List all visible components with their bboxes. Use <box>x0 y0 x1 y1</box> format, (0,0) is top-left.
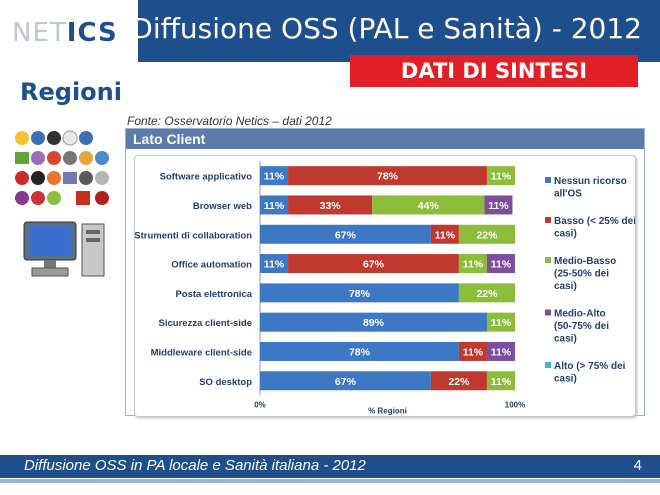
bar-sicurezza-client-side-series-2 <box>486 312 515 332</box>
legend-label-4: Alto (> 75% dei casi) <box>554 361 626 385</box>
title-bar: Diffusione OSS (PAL e Sanità) - 2012 <box>131 0 660 62</box>
data-label-strumenti-di-collaboration-series-0: 67% <box>335 229 357 241</box>
data-label-browser-web-series-3: 11% <box>488 200 509 212</box>
data-label-sicurezza-client-side-series-0: 89% <box>363 317 385 329</box>
legend-swatch-1 <box>545 217 551 223</box>
data-label-office-automation-series-0: 11% <box>264 259 285 271</box>
bar-strumenti-di-collaboration-series-0 <box>260 224 431 244</box>
footer: Diffusione OSS in PA locale e Sanità ita… <box>0 455 660 478</box>
data-label-software-applicativo-series-2: 11% <box>491 171 512 183</box>
category-label-sicurezza-client-side: Sicurezza client-side <box>159 318 252 329</box>
data-label-browser-web-series-2: 44% <box>418 200 440 212</box>
x-tick-label-0: 0% <box>254 400 266 409</box>
bar-strumenti-di-collaboration-series-1 <box>430 224 459 244</box>
category-label-so-desktop: SO desktop <box>199 377 252 388</box>
bar-office-automation-series-0 <box>260 254 289 274</box>
data-label-office-automation-series-1: 67% <box>363 259 385 271</box>
legend-swatch-4 <box>545 362 551 368</box>
data-label-browser-web-series-0: 11% <box>264 200 285 212</box>
legend-label-0: Nessun ricorso all'OS <box>554 176 627 200</box>
x-axis-label: % Regioni <box>368 406 407 415</box>
data-label-strumenti-di-collaboration-series-2: 22% <box>476 229 498 241</box>
logo-light-text: NET <box>12 18 67 48</box>
data-label-browser-web-series-1: 33% <box>320 200 342 212</box>
client-side-panel: Lato Client Software applicativo 11% 78% 11… <box>125 128 645 417</box>
source-note: Fonte: Osservatorio Netics – dati 2012 <box>127 114 332 128</box>
section-title: Regioni <box>20 78 122 106</box>
data-label-office-automation-series-3: 11% <box>491 259 512 271</box>
footer-divider <box>0 479 660 483</box>
data-label-software-applicativo-series-1: 78% <box>377 171 399 183</box>
legend-swatch-3 <box>545 309 551 316</box>
bar-office-automation-series-1 <box>288 254 459 274</box>
category-label-posta-elettronica: Posta elettronica <box>175 289 252 300</box>
legend-label-2: Medio-Basso (25-50% dei casi) <box>554 256 616 292</box>
category-label-middleware-client-side: Middleware client-side <box>151 347 252 358</box>
data-label-posta-elettronica-series-2: 22% <box>476 288 498 300</box>
summary-badge: DATI DI SINTESI <box>350 55 638 87</box>
category-label-browser-web: Browser web <box>193 201 252 212</box>
x-tick-label-1: 100% <box>505 400 525 409</box>
stacked-bar-chart: Software applicativo 11% 78% 11% Browser web… <box>134 161 636 415</box>
data-label-sicurezza-client-side-series-2: 11% <box>491 317 512 329</box>
chart-container: Software applicativo 11% 78% 11% Browser web… <box>134 155 636 417</box>
data-label-middleware-client-side-series-1: 11% <box>463 346 484 358</box>
bar-middleware-client-side-series-1 <box>458 341 487 361</box>
netics-logo: NETICS <box>12 18 118 48</box>
bar-sicurezza-client-side-series-0 <box>260 312 487 332</box>
bar-office-automation-series-2 <box>458 254 487 274</box>
computer-icon <box>23 221 105 277</box>
data-label-posta-elettronica-series-0: 78% <box>349 288 371 300</box>
bar-browser-web-series-3 <box>484 195 513 215</box>
bar-so-desktop-series-0 <box>260 371 431 391</box>
page-number: 4 <box>633 457 642 474</box>
footer-text: Diffusione OSS in PA locale e Sanità ita… <box>24 457 366 474</box>
bar-posta-elettronica-series-0 <box>260 283 459 303</box>
bar-posta-elettronica-series-2 <box>458 283 515 303</box>
oss-logos-icon <box>15 130 109 205</box>
data-label-so-desktop-series-1: 22% <box>448 376 470 388</box>
legend-label-1: Basso (< 25% dei casi) <box>554 216 635 240</box>
data-label-middleware-client-side-series-3: 11% <box>491 346 512 358</box>
legend-label-3: Medio-Alto (50-75% dei casi) <box>554 309 609 345</box>
bar-browser-web-series-2 <box>372 195 485 215</box>
bar-browser-web-series-1 <box>288 195 373 215</box>
category-label-strumenti-di-collaboration: Strumenti di collaboration <box>135 230 252 241</box>
data-label-so-desktop-series-2: 11% <box>491 376 512 388</box>
panel-title: Lato Client <box>126 129 644 149</box>
category-label-office-automation: Office automation <box>171 260 252 271</box>
legend-swatch-2 <box>545 257 551 263</box>
bar-software-applicativo-series-0 <box>260 166 289 186</box>
page-title: Diffusione OSS (PAL e Sanità) - 2012 <box>131 12 642 45</box>
bar-office-automation-series-3 <box>486 254 515 274</box>
bar-so-desktop-series-1 <box>430 371 487 391</box>
data-label-software-applicativo-series-0: 11% <box>264 171 285 183</box>
bar-browser-web-series-0 <box>260 195 289 215</box>
legend-swatch-0 <box>545 177 551 183</box>
bar-strumenti-di-collaboration-series-2 <box>458 224 515 244</box>
data-label-office-automation-series-2: 11% <box>463 259 484 271</box>
data-label-strumenti-di-collaboration-series-1: 11% <box>435 229 456 241</box>
bar-middleware-client-side-series-3 <box>486 341 515 361</box>
bar-software-applicativo-series-2 <box>486 166 515 186</box>
category-label-software-applicativo: Software applicativo <box>160 172 253 183</box>
bar-so-desktop-series-2 <box>486 371 515 391</box>
data-label-middleware-client-side-series-0: 78% <box>349 346 371 358</box>
bar-software-applicativo-series-1 <box>288 166 487 186</box>
bar-middleware-client-side-series-0 <box>260 341 459 361</box>
logo-bold-text: ICS <box>66 18 118 48</box>
data-label-so-desktop-series-0: 67% <box>335 376 357 388</box>
